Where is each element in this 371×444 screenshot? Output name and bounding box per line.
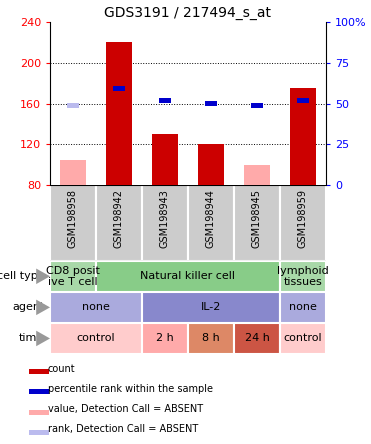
Polygon shape	[36, 331, 50, 346]
Bar	[296, 98, 309, 103]
Bar	[29, 389, 49, 394]
Bar	[204, 101, 217, 106]
Bar	[152, 134, 178, 185]
Bar	[280, 261, 326, 292]
Text: none: none	[82, 302, 110, 313]
Text: control: control	[284, 333, 322, 344]
Text: count: count	[47, 364, 75, 373]
Polygon shape	[36, 300, 50, 315]
Bar	[188, 185, 234, 261]
Text: GSM198959: GSM198959	[298, 189, 308, 248]
Bar	[142, 323, 188, 354]
Text: control: control	[77, 333, 115, 344]
Bar	[158, 98, 171, 103]
Text: 24 h: 24 h	[244, 333, 269, 344]
Text: GSM198943: GSM198943	[160, 189, 170, 248]
Text: CD8 posit
ive T cell: CD8 posit ive T cell	[46, 266, 100, 287]
Text: IL-2: IL-2	[201, 302, 221, 313]
Bar	[96, 261, 280, 292]
Bar	[188, 323, 234, 354]
Bar	[112, 86, 125, 91]
Bar	[234, 323, 280, 354]
Text: none: none	[289, 302, 317, 313]
Bar	[29, 430, 49, 435]
Bar	[250, 103, 263, 108]
Text: GSM198942: GSM198942	[114, 189, 124, 248]
Bar	[29, 369, 49, 374]
Text: percentile rank within the sample: percentile rank within the sample	[47, 384, 213, 394]
Text: Natural killer cell: Natural killer cell	[141, 271, 236, 281]
Bar	[96, 185, 142, 261]
Title: GDS3191 / 217494_s_at: GDS3191 / 217494_s_at	[105, 6, 272, 20]
Bar	[29, 410, 49, 415]
Text: 2 h: 2 h	[156, 333, 174, 344]
Bar	[106, 43, 132, 185]
Bar	[50, 261, 96, 292]
Bar	[280, 292, 326, 323]
Text: GSM198945: GSM198945	[252, 189, 262, 248]
Text: cell type: cell type	[0, 271, 45, 281]
Bar	[234, 185, 280, 261]
Bar	[50, 323, 142, 354]
Bar	[198, 144, 224, 185]
Text: GSM198944: GSM198944	[206, 189, 216, 248]
Bar	[280, 185, 326, 261]
Bar	[142, 185, 188, 261]
Polygon shape	[36, 269, 50, 284]
Text: time: time	[19, 333, 45, 344]
Bar	[60, 160, 86, 185]
Bar	[290, 88, 316, 185]
Text: 8 h: 8 h	[202, 333, 220, 344]
Text: rank, Detection Call = ABSENT: rank, Detection Call = ABSENT	[47, 424, 198, 434]
Text: GSM198958: GSM198958	[68, 189, 78, 248]
Bar	[280, 323, 326, 354]
Text: value, Detection Call = ABSENT: value, Detection Call = ABSENT	[47, 404, 203, 414]
Bar	[66, 103, 79, 108]
Bar	[50, 292, 142, 323]
Bar	[142, 292, 280, 323]
Bar	[244, 165, 270, 185]
Bar	[50, 185, 96, 261]
Text: agent: agent	[12, 302, 45, 313]
Text: lymphoid
tissues: lymphoid tissues	[277, 266, 329, 287]
